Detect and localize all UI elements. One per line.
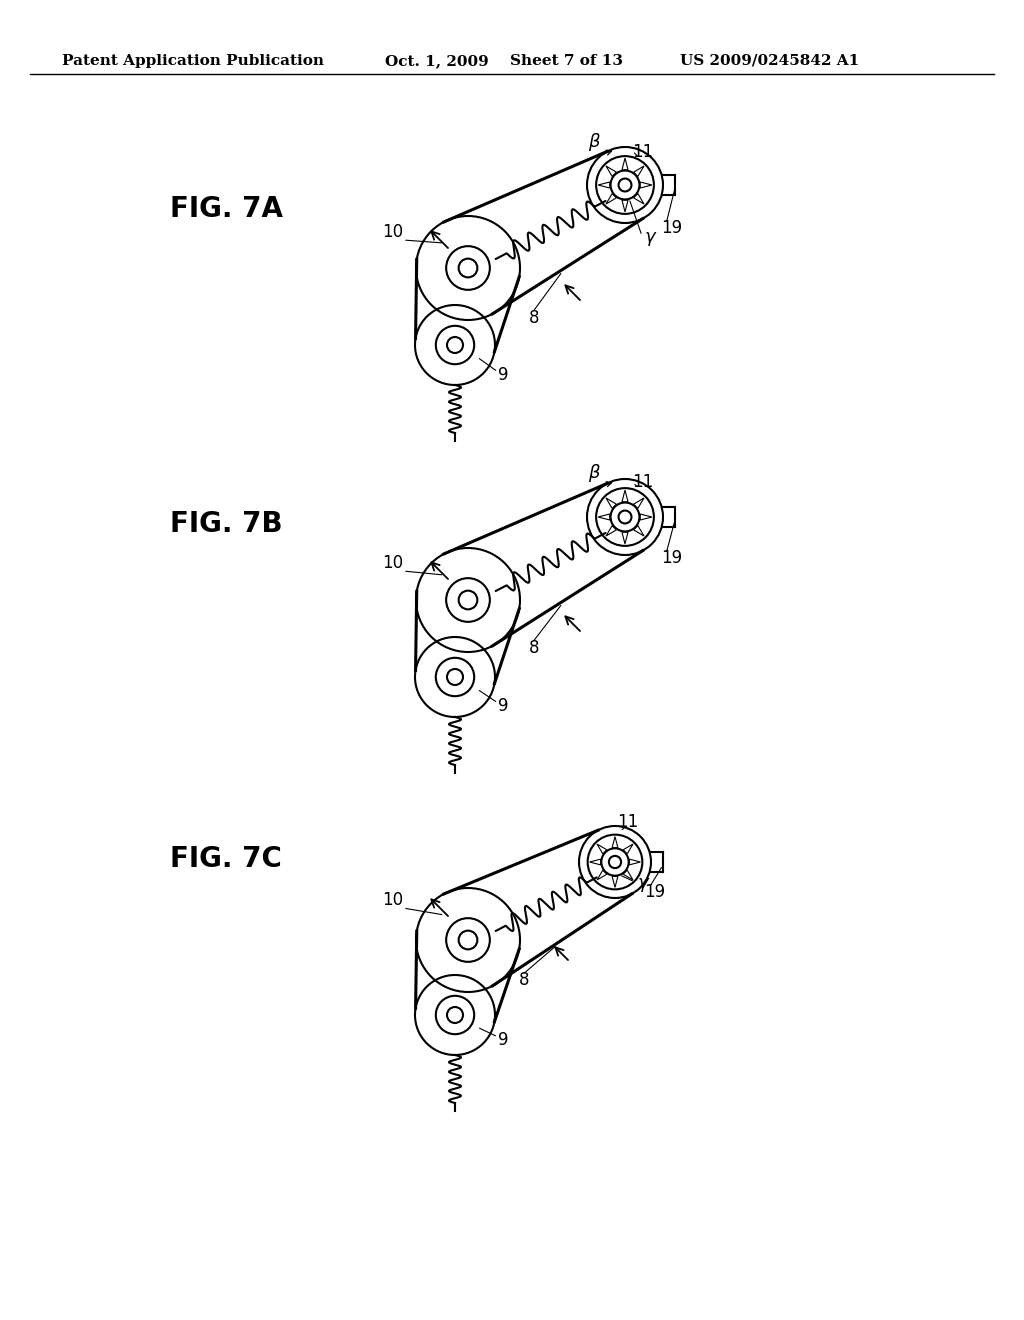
Text: $\beta$: $\beta$	[588, 131, 601, 153]
Text: 8: 8	[528, 309, 540, 327]
Text: FIG. 7C: FIG. 7C	[170, 845, 282, 873]
Text: 9: 9	[498, 366, 508, 384]
Text: Oct. 1, 2009: Oct. 1, 2009	[385, 54, 488, 69]
Text: 11: 11	[633, 143, 653, 161]
Text: 11: 11	[633, 473, 653, 491]
Text: 8: 8	[519, 972, 529, 989]
Text: 10: 10	[382, 891, 403, 909]
Text: $\beta$: $\beta$	[588, 462, 601, 484]
Text: 19: 19	[644, 883, 666, 902]
Text: 10: 10	[382, 223, 403, 242]
Text: 19: 19	[662, 549, 683, 568]
Text: 9: 9	[498, 697, 508, 715]
Text: 10: 10	[382, 554, 403, 572]
Text: 9: 9	[498, 1031, 508, 1049]
Text: 19: 19	[662, 219, 683, 238]
Text: 8: 8	[528, 639, 540, 657]
Text: FIG. 7A: FIG. 7A	[170, 195, 283, 223]
Text: FIG. 7B: FIG. 7B	[170, 510, 283, 539]
Text: $\gamma$: $\gamma$	[637, 876, 650, 894]
Text: 11: 11	[617, 813, 639, 832]
Text: Sheet 7 of 13: Sheet 7 of 13	[510, 54, 623, 69]
Text: US 2009/0245842 A1: US 2009/0245842 A1	[680, 54, 859, 69]
Text: Patent Application Publication: Patent Application Publication	[62, 54, 324, 69]
Text: $\gamma$: $\gamma$	[644, 230, 657, 248]
